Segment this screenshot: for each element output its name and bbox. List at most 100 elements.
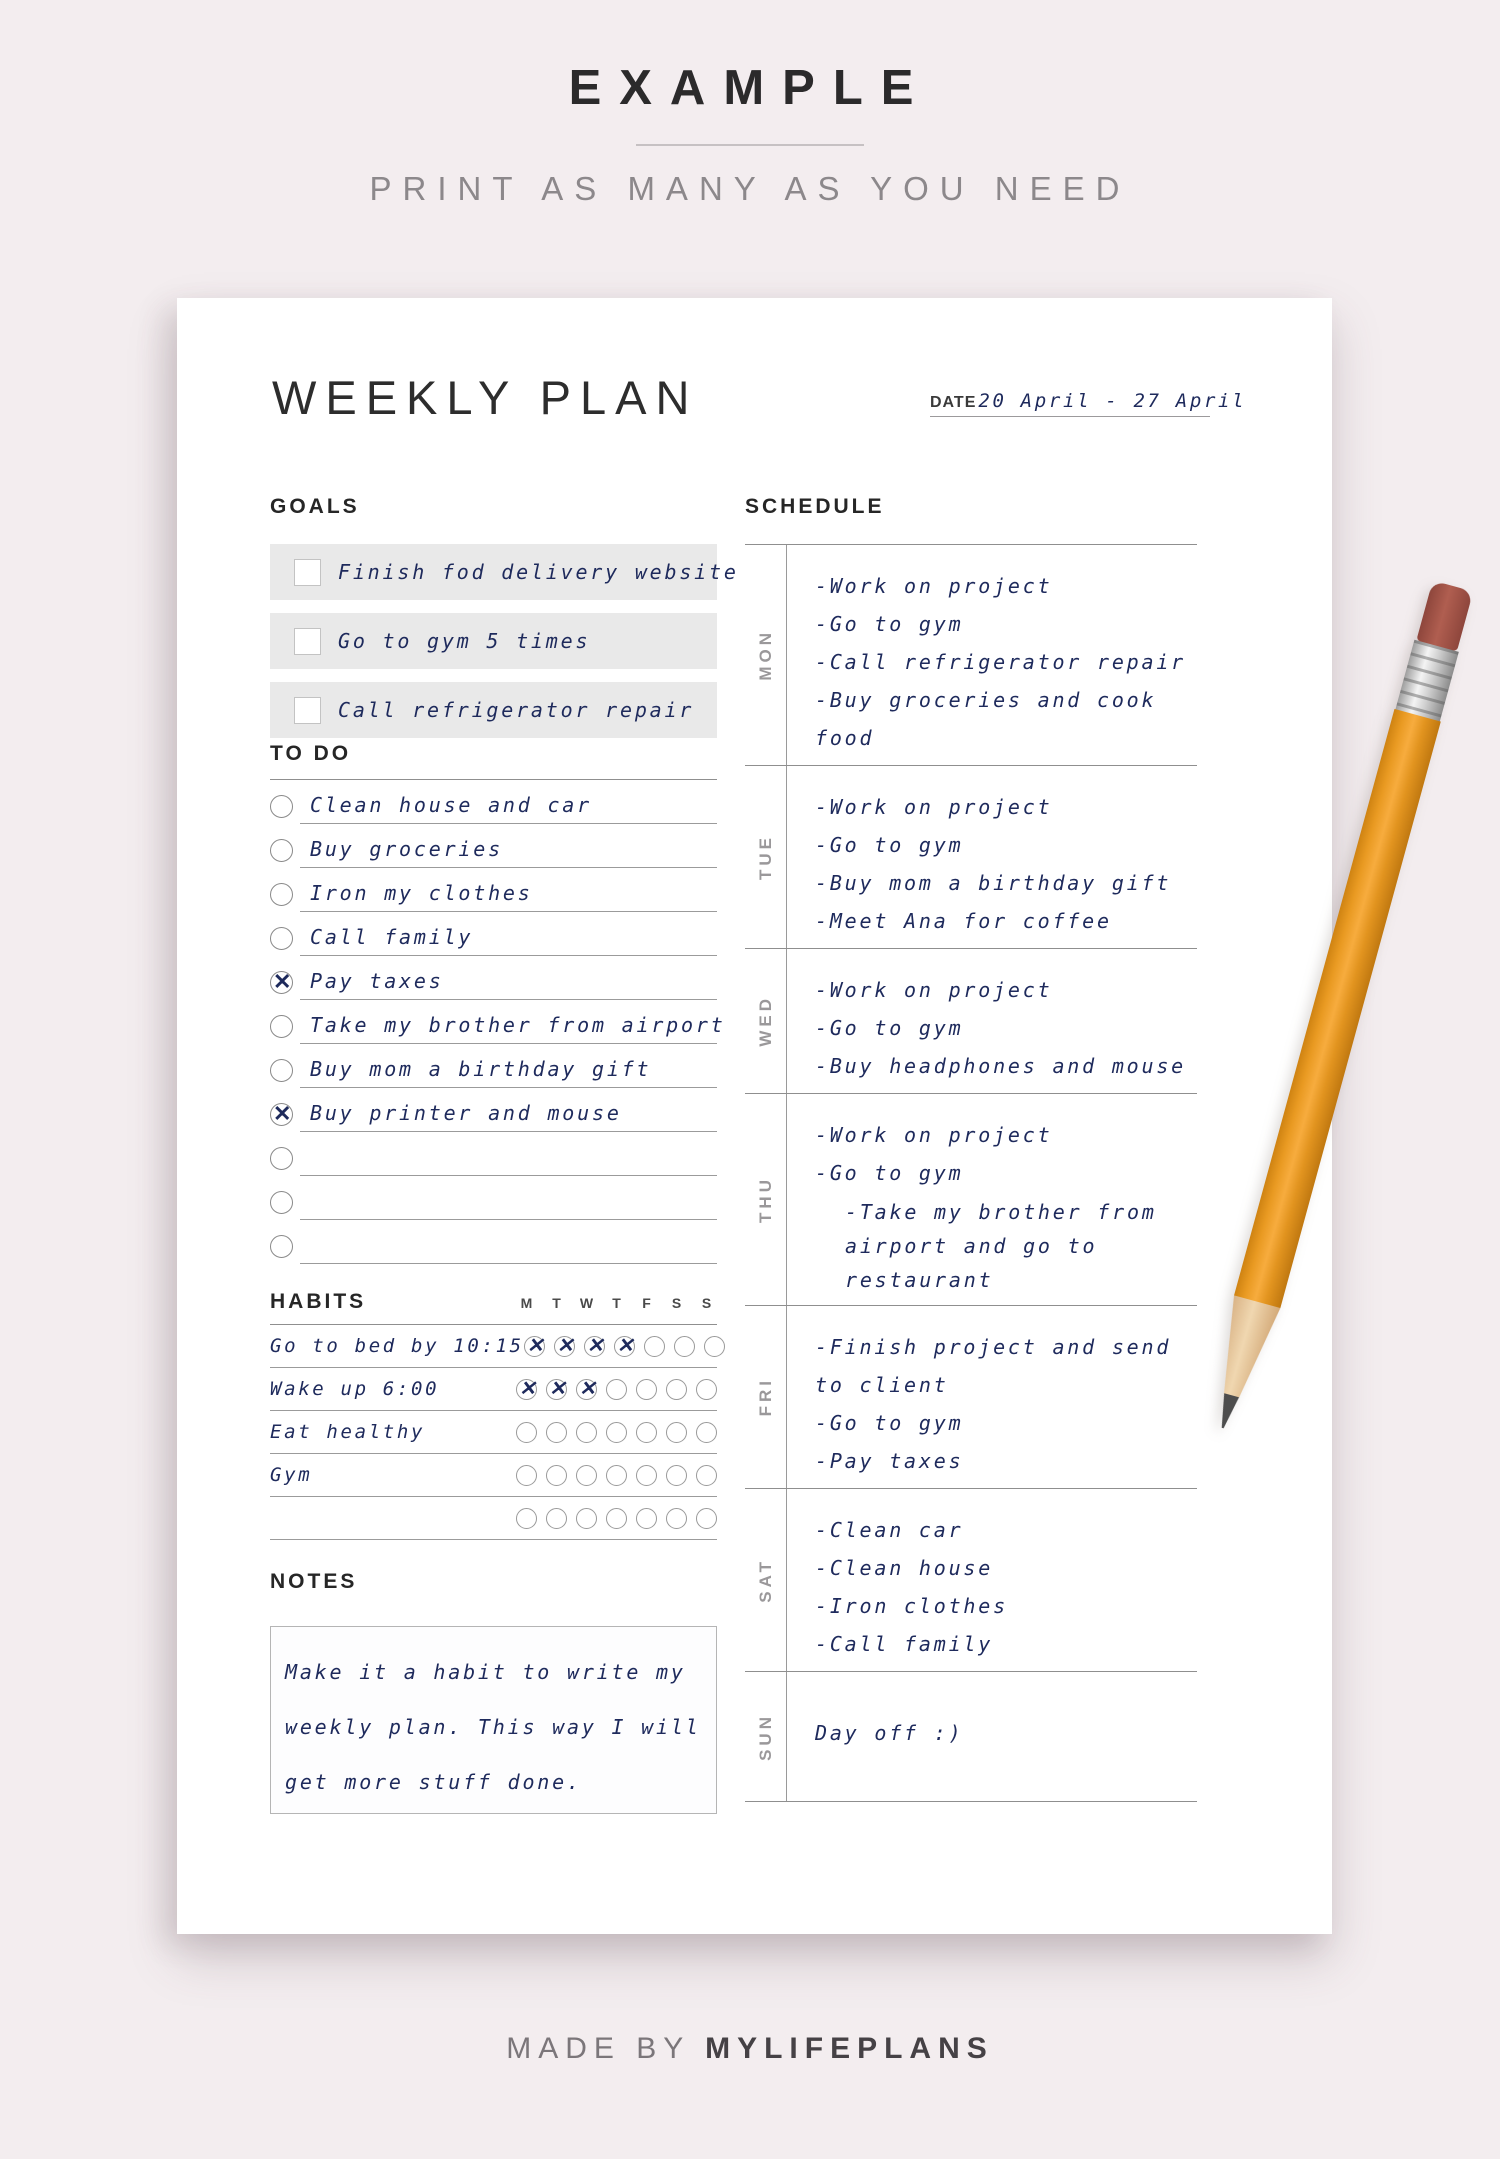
- planner-sheet: WEEKLY PLAN DATE 20 April - 27 April GOA…: [177, 298, 1332, 1934]
- habit-circle[interactable]: [546, 1376, 567, 1401]
- habit-circle[interactable]: [696, 1464, 717, 1486]
- habit-circle[interactable]: [666, 1507, 687, 1529]
- schedule-day-label: SUN: [755, 1712, 775, 1761]
- habit-circle[interactable]: [576, 1421, 597, 1443]
- schedule-day-cell[interactable]: -Clean car -Clean house -Iron clothes -Call…: [787, 1489, 1197, 1671]
- habit-circle[interactable]: [516, 1507, 537, 1529]
- habit-circle[interactable]: [606, 1421, 627, 1443]
- todo-writing-line[interactable]: Iron my clothes: [300, 868, 717, 912]
- todo-check-circle[interactable]: [270, 1101, 293, 1127]
- todo-writing-line[interactable]: Pay taxes: [300, 956, 717, 1000]
- schedule-day-cell[interactable]: -Finish project and send to client -Go to…: [787, 1306, 1197, 1488]
- habit-circles: [516, 1376, 717, 1401]
- todo-item: Buy groceries: [270, 824, 717, 868]
- schedule-heading: SCHEDULE: [745, 495, 885, 518]
- todo-check-circle[interactable]: [270, 969, 293, 995]
- habit-circle[interactable]: [553, 1333, 575, 1358]
- todo-check-circle[interactable]: [270, 795, 293, 818]
- habit-circle[interactable]: [516, 1376, 537, 1401]
- todo-check-circle[interactable]: [270, 927, 293, 950]
- todo-writing-line[interactable]: Buy printer and mouse: [300, 1088, 717, 1132]
- habit-name: Gym: [270, 1464, 313, 1486]
- habit-circle[interactable]: [606, 1378, 627, 1400]
- todo-check-circle[interactable]: [270, 1059, 293, 1082]
- habit-circle[interactable]: [546, 1421, 567, 1443]
- schedule-day-label: SAT: [755, 1557, 775, 1603]
- schedule-item: -Work on project: [815, 978, 1053, 1002]
- habits-heading: HABITS: [270, 1290, 367, 1313]
- habit-circle[interactable]: [576, 1376, 597, 1401]
- schedule-day-cell[interactable]: -Work on project -Go to gym -Buy headphone…: [787, 949, 1197, 1093]
- habit-day-header: S: [671, 1295, 682, 1311]
- notes-box[interactable]: Make it a habit to write my weekly plan.…: [270, 1626, 717, 1814]
- habit-circle[interactable]: [606, 1464, 627, 1486]
- schedule-day-row: MON -Work on project -Go to gym -Call refr…: [745, 545, 1197, 766]
- habit-circle[interactable]: [666, 1464, 687, 1486]
- goal-checkbox[interactable]: [294, 558, 321, 586]
- habit-circle[interactable]: [703, 1335, 725, 1357]
- todo-check-circle[interactable]: [270, 883, 293, 906]
- habit-circle[interactable]: [636, 1421, 657, 1443]
- schedule-item: -Iron clothes: [815, 1594, 1008, 1618]
- todo-writing-line[interactable]: [300, 1132, 717, 1176]
- goals-section: GOALS Finish fod delivery website Go to …: [270, 495, 736, 738]
- banner-title: EXAMPLE: [568, 61, 932, 115]
- habit-circle[interactable]: [583, 1333, 605, 1358]
- footer: MADE BY MYLIFEPLANS: [0, 2032, 1500, 2066]
- habit-circle[interactable]: [636, 1464, 657, 1486]
- todo-writing-line[interactable]: Call family: [300, 912, 717, 956]
- habit-row: Eat healthy: [270, 1411, 717, 1454]
- goal-checkbox[interactable]: [294, 627, 321, 655]
- schedule-item: -Call family: [815, 1632, 994, 1656]
- schedule-item: -Work on project: [815, 795, 1053, 819]
- todo-writing-line[interactable]: Clean house and car: [300, 780, 717, 824]
- habit-row: Gym: [270, 1454, 717, 1497]
- habit-circle[interactable]: [696, 1421, 717, 1443]
- habit-circle[interactable]: [546, 1464, 567, 1486]
- schedule-item: -Buy mom a birthday gift: [815, 871, 1172, 895]
- habit-name: Wake up 6:00: [270, 1378, 440, 1400]
- habit-circles: [516, 1464, 717, 1486]
- todo-item: Pay taxes: [270, 956, 717, 1000]
- todo-text: Pay taxes: [310, 969, 444, 993]
- habit-circle[interactable]: [673, 1335, 695, 1357]
- habit-circle[interactable]: [696, 1507, 717, 1529]
- todo-writing-line[interactable]: Take my brother from airport: [300, 1000, 723, 1044]
- todo-writing-line[interactable]: [300, 1220, 717, 1264]
- habit-circle[interactable]: [546, 1507, 567, 1529]
- schedule-day-cell[interactable]: Day off :): [787, 1672, 1197, 1801]
- habit-circle[interactable]: [636, 1378, 657, 1400]
- todo-writing-line[interactable]: Buy groceries: [300, 824, 717, 868]
- habit-circle[interactable]: [576, 1507, 597, 1529]
- habit-circle[interactable]: [666, 1421, 687, 1443]
- goal-checkbox[interactable]: [294, 696, 321, 724]
- habit-circle[interactable]: [516, 1421, 537, 1443]
- notes-heading: NOTES: [270, 1570, 358, 1593]
- todo-check-circle[interactable]: [270, 1235, 293, 1258]
- todo-check-circle[interactable]: [270, 1015, 293, 1038]
- habit-circle[interactable]: [613, 1333, 635, 1358]
- habit-circle[interactable]: [696, 1378, 717, 1400]
- todo-check-circle[interactable]: [270, 839, 293, 862]
- todo-check-circle[interactable]: [270, 1191, 293, 1214]
- schedule-day-label-column: TUE: [745, 766, 787, 948]
- todo-text: Clean house and car: [310, 793, 592, 817]
- date-field[interactable]: DATE 20 April - 27 April: [930, 390, 1244, 417]
- todo-check-circle[interactable]: [270, 1147, 293, 1170]
- habit-circle[interactable]: [636, 1507, 657, 1529]
- top-banner: EXAMPLE PRINT AS MANY AS YOU NEED: [0, 60, 1500, 208]
- habit-circle[interactable]: [516, 1464, 537, 1486]
- schedule-day-cell[interactable]: -Work on project -Go to gym -Call refriger…: [787, 545, 1197, 765]
- habit-circle[interactable]: [576, 1464, 597, 1486]
- todo-item: [270, 1220, 717, 1264]
- schedule-item: -Buy headphones and mouse: [815, 1054, 1187, 1078]
- habit-circle[interactable]: [643, 1335, 665, 1357]
- habit-day-header: W: [579, 1295, 594, 1311]
- schedule-day-cell[interactable]: -Work on project -Go to gym -Take my broth…: [787, 1094, 1197, 1305]
- todo-writing-line[interactable]: [300, 1176, 717, 1220]
- habit-circle[interactable]: [523, 1333, 545, 1358]
- todo-writing-line[interactable]: Buy mom a birthday gift: [300, 1044, 717, 1088]
- habit-circle[interactable]: [606, 1507, 627, 1529]
- habit-circle[interactable]: [666, 1378, 687, 1400]
- schedule-day-cell[interactable]: -Work on project -Go to gym -Buy mom a bir…: [787, 766, 1197, 948]
